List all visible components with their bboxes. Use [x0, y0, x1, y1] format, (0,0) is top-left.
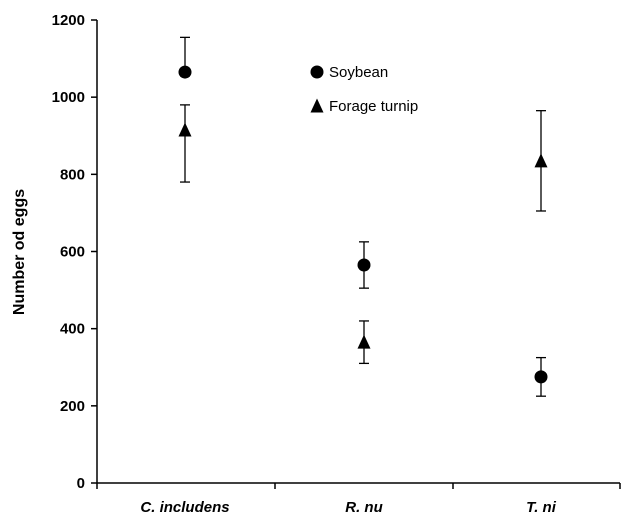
- y-tick-label: 1200: [52, 12, 85, 29]
- forage-turnip-point: [357, 334, 371, 349]
- forage-turnip-point: [178, 122, 192, 137]
- y-tick-label: 400: [60, 321, 85, 338]
- y-tick-label: 1000: [52, 89, 85, 106]
- x-tick-label: T. ni: [526, 499, 557, 516]
- x-tick-label: C. includens: [140, 499, 229, 516]
- legend: Soybean Forage turnip: [310, 64, 418, 115]
- forage-turnip-point: [534, 153, 548, 168]
- y-tick-label: 800: [60, 166, 85, 183]
- legend-triangle-marker: [310, 98, 324, 113]
- y-tick-label: 0: [77, 475, 85, 492]
- y-tick-label: 600: [60, 244, 85, 261]
- x-tick-label: R. nu: [345, 499, 383, 516]
- x-axis: C. includens R. nu T. ni: [96, 482, 621, 516]
- y-tick-label: 200: [60, 398, 85, 415]
- y-axis: 0 200 400 600 800 1000 1200: [52, 12, 98, 492]
- legend-label: Soybean: [329, 64, 388, 81]
- data-points: [178, 65, 548, 384]
- y-axis-label: Number od eggs: [11, 189, 28, 315]
- soybean-point: [357, 258, 371, 272]
- legend-label: Forage turnip: [329, 98, 418, 115]
- soybean-point: [534, 370, 548, 384]
- soybean-point: [178, 65, 192, 79]
- legend-circle-marker: [310, 65, 324, 79]
